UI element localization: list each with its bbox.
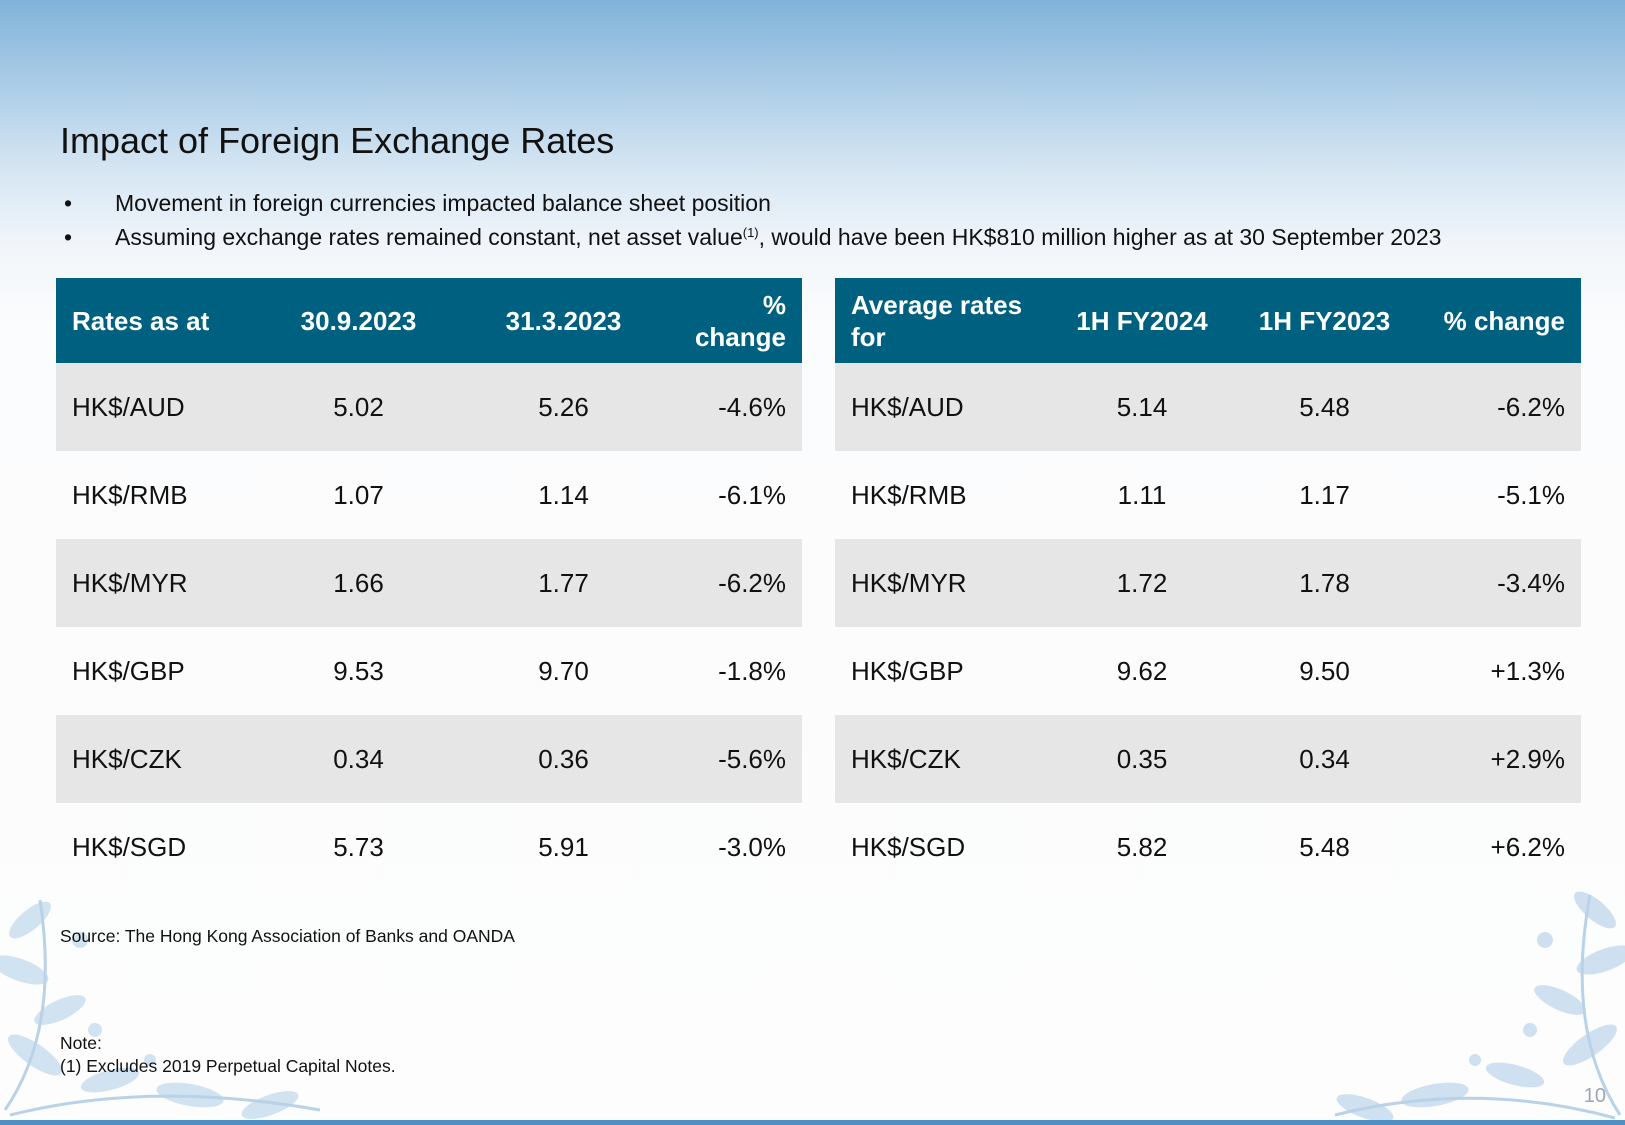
rate-cell: 1.17 [1299,479,1350,510]
percent-change-cell: +1.3% [1490,655,1565,686]
currency-pair-cell: HK$/GBP [72,655,185,686]
percent-change-cell: -5.1% [1497,479,1565,510]
rate-cell: 1.66 [256,539,461,627]
rate-cell: 5.48 [1237,363,1412,451]
source-note: Source: The Hong Kong Association of Ban… [60,926,515,946]
column-header: % change [1412,278,1581,363]
table-row: HK$/AUD 5.02 5.26 -4.6% [56,363,802,451]
currency-pair-cell: HK$/SGD [72,831,187,862]
currency-pair-cell: HK$/GBP [851,655,964,686]
currency-pair-cell: HK$/AUD [56,363,256,451]
rate-cell: 0.34 [256,715,461,803]
bullet-text: Assuming exchange rates remained constan… [115,224,743,250]
table-row: HK$/CZK 0.34 0.36 -5.6% [56,715,802,803]
percent-change-cell: -3.0% [718,831,786,862]
table-row: HK$/AUD 5.14 5.48 -6.2% [835,363,1581,451]
rate-cell: 5.26 [461,363,666,451]
bottom-accent-bar [0,1120,1625,1125]
rate-cell: 5.02 [256,363,461,451]
rate-cell: 9.62 [1116,655,1168,686]
currency-pair-cell: HK$/MYR [56,539,256,627]
rate-cell: 5.48 [1299,831,1350,862]
decorative-foliage-right [1334,891,1625,1122]
table-row: HK$/MYR 1.72 1.78 -3.4% [835,539,1581,627]
currency-pair-cell: HK$/AUD [835,363,1047,451]
rate-cell: 5.91 [538,831,589,862]
rate-cell: 1.78 [1237,539,1412,627]
rate-cell: 1.77 [461,539,666,627]
column-header: Average rates for [835,278,1047,363]
currency-pair-cell: HK$/MYR [835,539,1047,627]
bullet-text: Movement in foreign currencies impacted … [115,190,771,216]
bullet-item: • Movement in foreign currencies impacted… [64,188,1441,218]
table-row: HK$/SGD 5.82 5.48 +6.2% [835,803,1581,891]
table-row: HK$/RMB 1.07 1.14 -6.1% [56,451,802,539]
rate-cell: 5.73 [333,831,384,862]
bullet-text-cont: , would have been HK$810 million higher … [758,224,1442,250]
rate-cell: 1.11 [1117,479,1167,510]
percent-change-cell: -5.6% [666,715,802,803]
note-label: Note: [60,1033,102,1053]
rate-cell: 9.70 [538,655,589,686]
decorative-foliage-left [0,899,321,1119]
rate-cell: 0.35 [1047,715,1237,803]
currency-pair-cell: HK$/CZK [835,715,1047,803]
rate-cell: 5.14 [1047,363,1237,451]
currency-pair-cell: HK$/SGD [851,831,966,862]
footnote-ref: (1) [742,225,759,240]
column-header: % change [666,278,802,363]
average-rates-table: Average rates for 1H FY2024 1H FY2023% cha… [835,278,1581,891]
rate-cell: 0.34 [1237,715,1412,803]
rates-as-at-table: Rates as at 30.9.2023 31.3.2023% change HK… [56,278,802,891]
table-header-row: Average rates for 1H FY2024 1H FY2023% cha… [835,278,1581,363]
rate-cell: 9.50 [1299,655,1350,686]
table-row: HK$/SGD 5.73 5.91 -3.0% [56,803,802,891]
percent-change-cell: +2.9% [1412,715,1581,803]
bullet-marker: • [64,190,73,216]
percent-change-cell: +6.2% [1490,831,1565,862]
percent-change-cell: -1.8% [718,655,786,686]
bullet-item: • Assuming exchange rates remained consta… [64,218,1442,250]
rate-cell: 9.53 [333,655,384,686]
table-row: HK$/RMB 1.11 1.17 -5.1% [835,451,1581,539]
percent-change-cell: -6.1% [718,479,786,510]
currency-pair-cell: HK$/RMB [851,479,967,510]
column-header: 1H FY2024 [1047,278,1237,363]
table-row: HK$/GBP 9.62 9.50 +1.3% [835,627,1581,715]
slide-title: Impact of Foreign Exchange Rates [60,120,615,161]
page-number: 10 [1583,1085,1606,1107]
table-row: HK$/MYR 1.66 1.77 -6.2% [56,539,802,627]
footnote-text: (1) Excludes 2019 Perpetual Capital Note… [60,1056,396,1076]
table-row: HK$/GBP 9.53 9.70 -1.8% [56,627,802,715]
column-header: 31.3.2023 [461,278,666,363]
rate-cell: 5.82 [1116,831,1168,862]
column-header: Rates as at [56,278,256,363]
table-row: HK$/CZK 0.35 0.34 +2.9% [835,715,1581,803]
rate-cell: 1.07 [333,479,384,510]
currency-pair-cell: HK$/CZK [56,715,256,803]
bullet-marker: • [64,224,73,250]
table-header-row: Rates as at 30.9.2023 31.3.2023% change [56,278,802,363]
column-header: 1H FY2023 [1237,278,1412,363]
percent-change-cell: -4.6% [666,363,802,451]
rate-cell: 0.36 [461,715,666,803]
percent-change-cell: -6.2% [666,539,802,627]
bullet-list: • Movement in foreign currencies impacted… [64,188,1442,250]
rate-cell: 1.72 [1047,539,1237,627]
currency-pair-cell: HK$/RMB [72,479,188,510]
rate-cell: 1.14 [538,479,589,510]
column-header: 30.9.2023 [256,278,461,363]
percent-change-cell: -3.4% [1412,539,1581,627]
percent-change-cell: -6.2% [1412,363,1581,451]
